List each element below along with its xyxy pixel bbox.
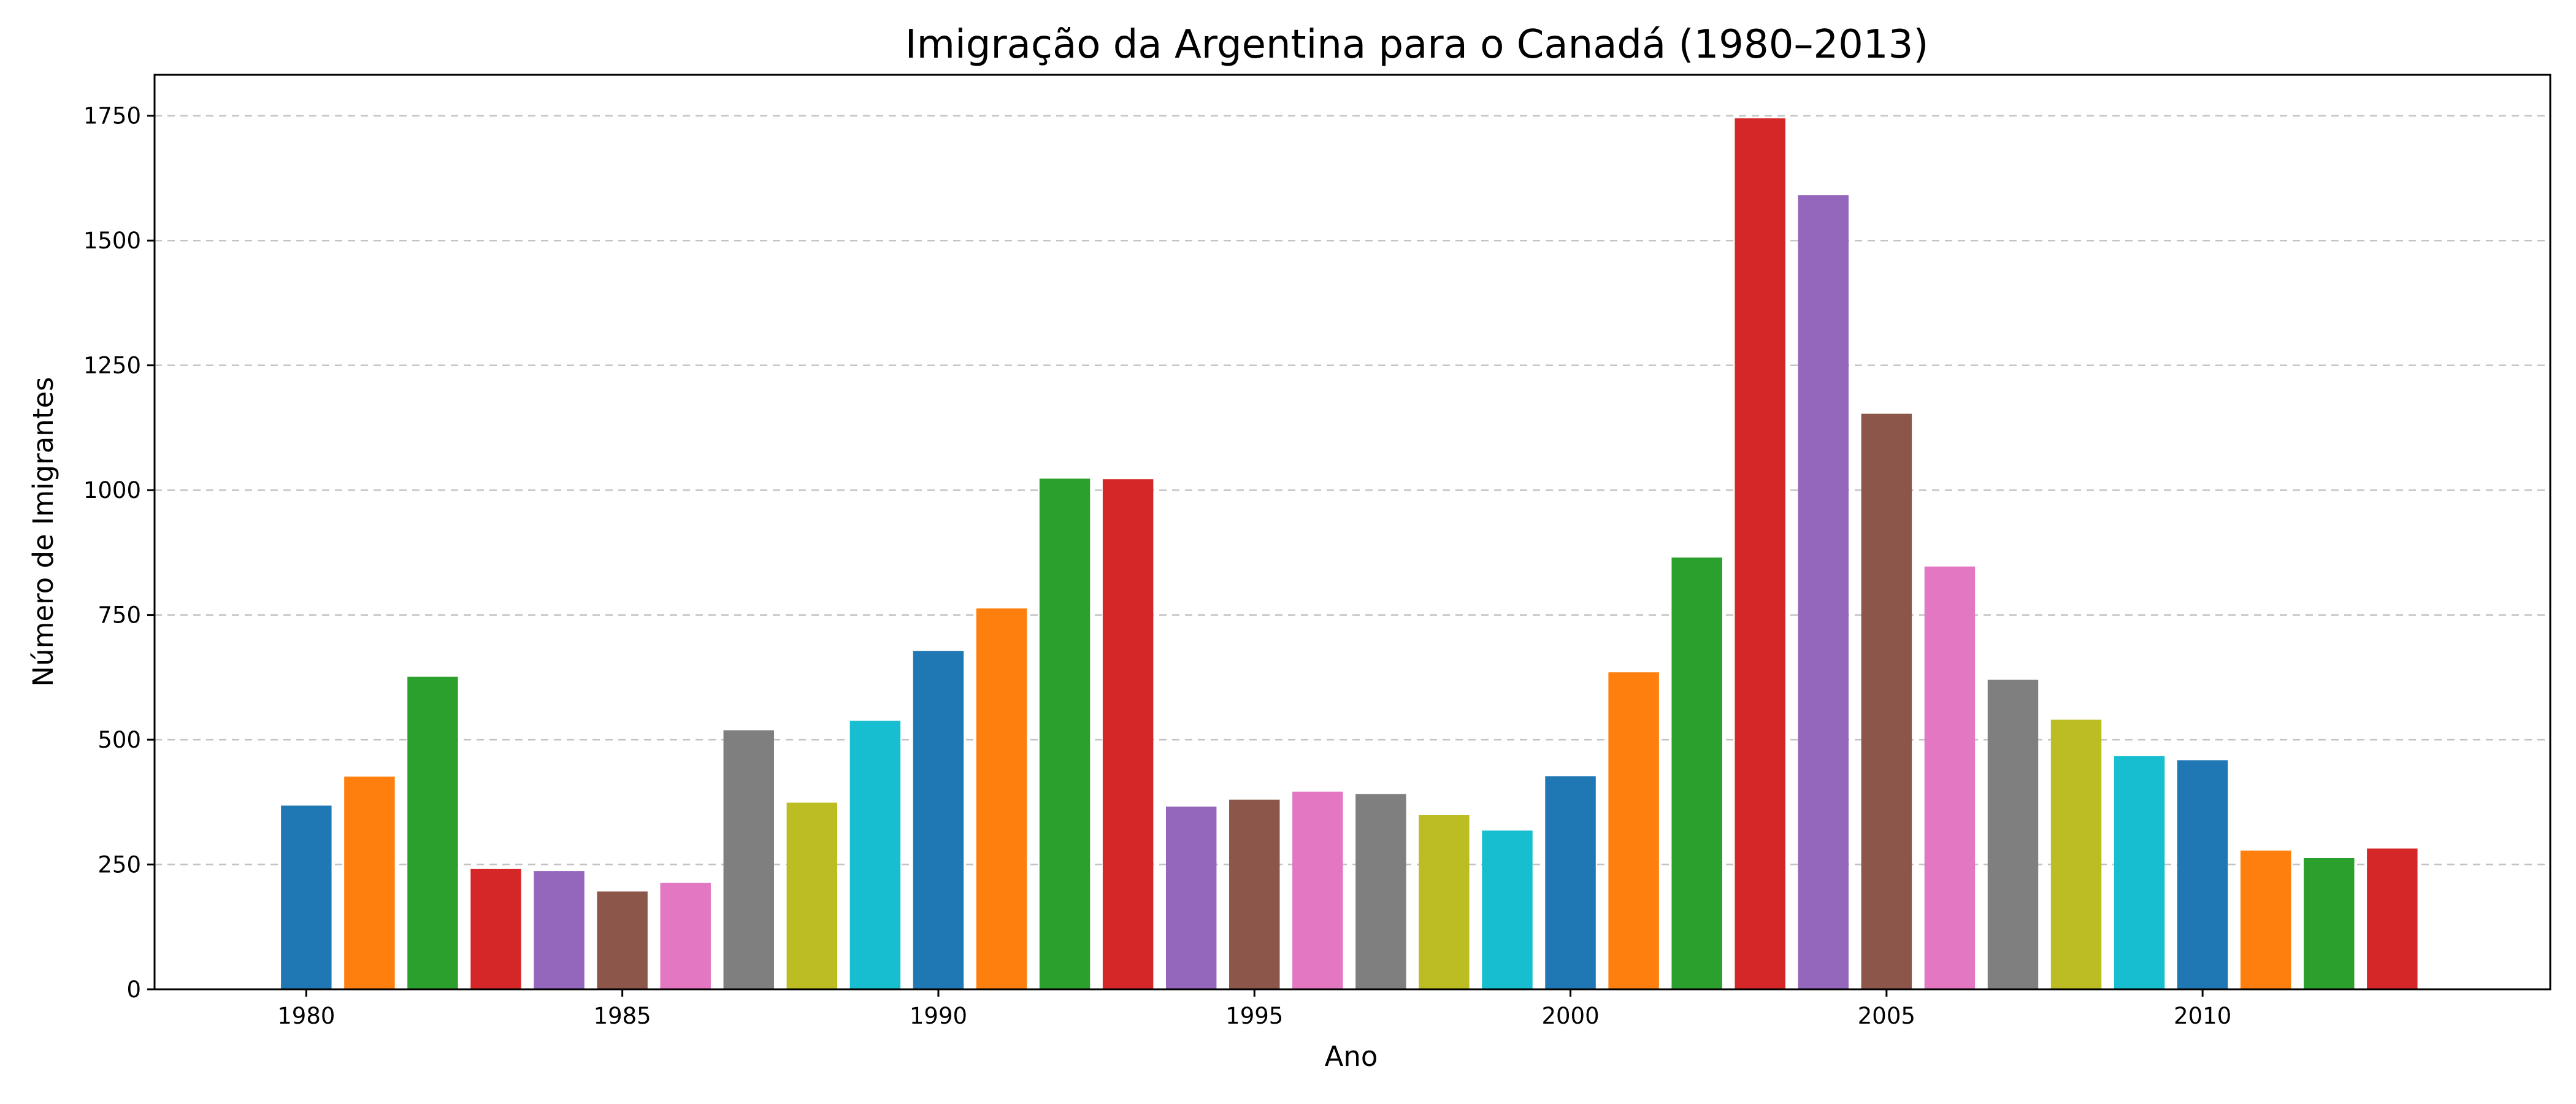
bar-2010 — [2177, 760, 2228, 989]
x-tick-label: 2005 — [1858, 1003, 1915, 1029]
bar-2004 — [1798, 195, 1849, 990]
bar-1984 — [534, 871, 585, 989]
bar-2005 — [1861, 413, 1912, 989]
bar-2011 — [2241, 850, 2291, 989]
y-tick-label: 1000 — [83, 477, 141, 504]
x-tick-label: 1980 — [277, 1003, 335, 1029]
bar-2007 — [1987, 680, 2039, 989]
bar-2003 — [1735, 118, 1785, 989]
bar-1998 — [1419, 815, 1470, 989]
x-tick-label: 1990 — [910, 1003, 967, 1029]
bar-1981 — [344, 776, 395, 989]
bar-2001 — [1608, 672, 1659, 989]
x-axis-label: Ano — [1325, 1040, 1378, 1073]
y-tick-label: 250 — [98, 852, 141, 878]
bar-1992 — [1039, 478, 1091, 989]
bar-1986 — [660, 883, 711, 989]
bar-1989 — [849, 721, 901, 989]
grid-lines — [155, 115, 2550, 865]
x-tick-label: 2000 — [1541, 1003, 1599, 1029]
y-tick-label: 1750 — [83, 103, 141, 129]
bar-1993 — [1102, 479, 1154, 989]
bar-1982 — [407, 677, 458, 989]
bar-2009 — [2114, 756, 2165, 989]
bar-1988 — [786, 802, 838, 989]
bar-1991 — [976, 608, 1027, 989]
y-tick-label: 1250 — [83, 353, 141, 379]
x-tick-label: 1985 — [594, 1003, 651, 1029]
y-tick-label: 500 — [98, 727, 141, 753]
bar-1990 — [913, 651, 964, 989]
y-axis-ticks: 0 250 500 750 1000 1250 1500 1750 — [83, 103, 155, 1003]
bar-1994 — [1165, 807, 1217, 989]
bar-2006 — [1924, 566, 1976, 989]
chart-title: Imigração da Argentina para o Canadá (19… — [905, 22, 1929, 67]
bar-1995 — [1229, 799, 1280, 989]
y-axis-label: Número de Imigrantes — [27, 377, 59, 686]
bar-1987 — [723, 730, 774, 989]
bar-2008 — [2050, 719, 2102, 989]
bar-2012 — [2304, 857, 2355, 989]
bar-1999 — [1482, 830, 1533, 989]
x-axis-ticks: 1980 1985 1990 1995 2000 2005 2010 — [277, 989, 2231, 1029]
bar-2000 — [1545, 776, 1596, 989]
y-tick-label: 750 — [98, 602, 141, 629]
x-tick-label: 2010 — [2174, 1003, 2231, 1029]
y-tick-label: 1500 — [83, 228, 141, 254]
bar-1985 — [597, 891, 648, 989]
x-tick-label: 1995 — [1225, 1003, 1283, 1029]
bar-2013 — [2367, 848, 2418, 989]
bar-2002 — [1671, 558, 1722, 989]
bar-1997 — [1355, 794, 1406, 989]
bar-1996 — [1292, 791, 1343, 989]
plot-frame — [153, 74, 2551, 991]
y-tick-label: 0 — [126, 976, 141, 1003]
bar-1980 — [281, 805, 332, 989]
bars — [281, 118, 2418, 990]
bar-1983 — [470, 868, 521, 989]
